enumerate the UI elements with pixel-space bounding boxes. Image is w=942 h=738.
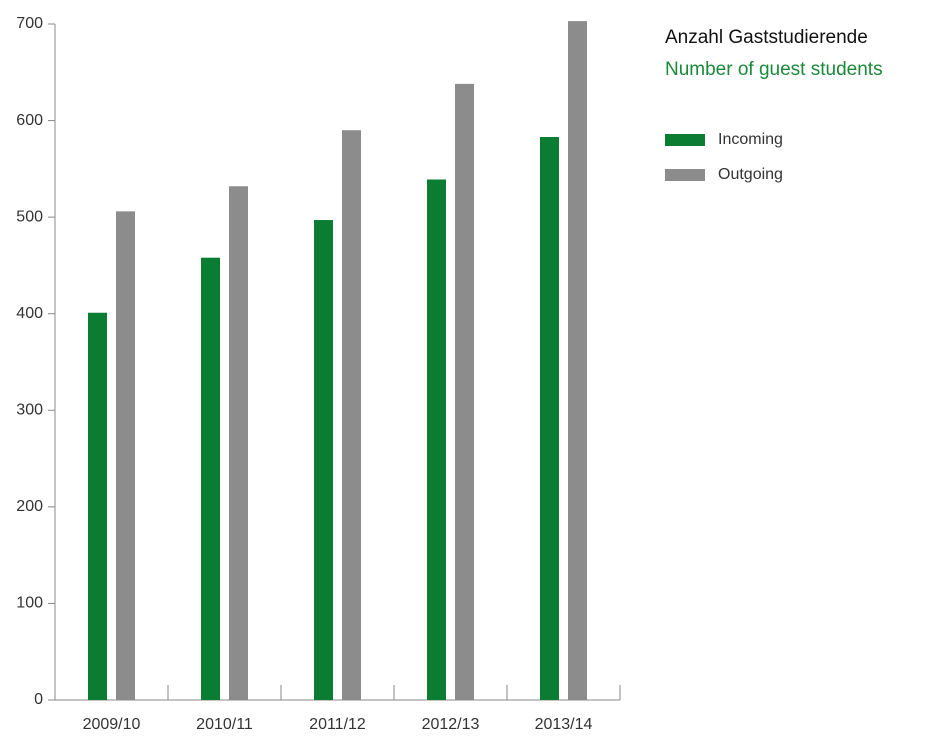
bar bbox=[568, 21, 587, 701]
legend-label: Incoming bbox=[718, 131, 783, 148]
x-tick-label: 2011/12 bbox=[309, 716, 366, 733]
chart-title: Anzahl Gaststudierende bbox=[665, 27, 868, 48]
x-tick-label: 2009/10 bbox=[83, 716, 141, 733]
legend-swatch bbox=[665, 134, 705, 146]
x-tick-label: 2010/11 bbox=[196, 716, 253, 733]
bar bbox=[88, 312, 107, 700]
bar bbox=[314, 220, 333, 701]
y-tick-label: 300 bbox=[16, 402, 43, 419]
bar bbox=[427, 179, 446, 701]
y-tick-label: 200 bbox=[16, 498, 43, 515]
legend-label: Outgoing bbox=[718, 166, 783, 183]
y-tick-label: 0 bbox=[34, 691, 43, 708]
legend-swatch bbox=[665, 169, 705, 181]
y-tick-label: 100 bbox=[16, 595, 43, 612]
x-tick-label: 2013/14 bbox=[535, 716, 593, 733]
bar bbox=[116, 211, 135, 700]
y-tick-label: 500 bbox=[16, 208, 43, 225]
bar bbox=[342, 130, 361, 700]
chart-subtitle: Number of guest students bbox=[665, 59, 883, 80]
bar bbox=[455, 83, 474, 701]
bar bbox=[540, 136, 559, 700]
x-tick-label: 2012/13 bbox=[422, 716, 480, 733]
y-tick-label: 700 bbox=[16, 15, 43, 32]
y-tick-label: 600 bbox=[16, 112, 43, 129]
bar bbox=[201, 257, 220, 700]
bar bbox=[229, 186, 248, 701]
y-tick-label: 400 bbox=[16, 305, 43, 322]
